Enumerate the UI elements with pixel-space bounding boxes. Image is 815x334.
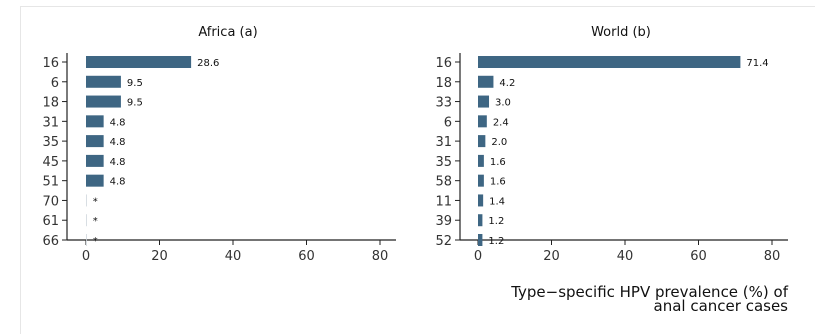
y-tick-label: 52 bbox=[435, 234, 452, 249]
bar bbox=[478, 194, 484, 207]
bar bbox=[478, 56, 741, 68]
bar-data-label: * bbox=[93, 216, 98, 227]
bar bbox=[86, 194, 87, 207]
y-tick-label: 31 bbox=[42, 115, 59, 130]
bar bbox=[478, 115, 487, 128]
bar bbox=[478, 135, 486, 148]
x-tick-label: 40 bbox=[617, 249, 634, 264]
x-tick-label: 80 bbox=[372, 249, 389, 264]
y-tick-label: 35 bbox=[42, 135, 59, 150]
bar bbox=[478, 214, 483, 227]
x-tick-label: 60 bbox=[690, 249, 707, 264]
bar-data-label: 1.4 bbox=[489, 196, 505, 207]
x-tick-label: 40 bbox=[225, 249, 242, 264]
y-tick-label: 35 bbox=[435, 155, 452, 170]
x-tick-label: 20 bbox=[151, 249, 168, 264]
y-tick-label: 6 bbox=[444, 115, 452, 130]
bar bbox=[86, 56, 192, 68]
bar bbox=[478, 154, 484, 167]
x-tick-label: 20 bbox=[543, 249, 560, 264]
bar-data-label: 4.2 bbox=[499, 78, 515, 89]
y-tick-label: 11 bbox=[435, 194, 452, 209]
bar-data-label: 1.2 bbox=[488, 216, 504, 227]
bar-data-label: 2.4 bbox=[493, 117, 509, 128]
y-tick-label: 18 bbox=[435, 76, 452, 91]
y-tick-label: 58 bbox=[435, 175, 452, 190]
bar bbox=[86, 115, 104, 128]
y-tick-label: 51 bbox=[42, 175, 59, 190]
bar bbox=[86, 214, 87, 227]
x-tick-label: 0 bbox=[82, 249, 90, 264]
bar bbox=[478, 95, 490, 108]
bar-data-label: 4.8 bbox=[110, 177, 126, 188]
y-tick-label: 45 bbox=[42, 155, 59, 170]
y-tick-label: 70 bbox=[42, 194, 59, 209]
bar-data-label: 2.0 bbox=[491, 137, 507, 148]
bar-data-label: 28.6 bbox=[197, 58, 219, 69]
x-axis-label-line-2: anal cancer cases bbox=[653, 297, 788, 315]
chart-panel-1: Africa (a) 0 20 40 60 80 16 28.6 6 9.5 18 9.5 31 4.8 3… bbox=[42, 25, 396, 264]
y-tick-label: 33 bbox=[435, 96, 452, 111]
bar-data-label: * bbox=[93, 196, 98, 207]
bar-data-label: 1.6 bbox=[490, 157, 506, 168]
y-tick-label: 66 bbox=[42, 234, 59, 249]
y-tick-label: 39 bbox=[435, 214, 452, 229]
bar bbox=[86, 135, 104, 148]
bar-data-label: 1.2 bbox=[488, 236, 504, 247]
bar-data-label: 4.8 bbox=[110, 117, 126, 128]
chart-title: Africa (a) bbox=[198, 25, 257, 40]
bar-data-label: 4.8 bbox=[110, 157, 126, 168]
bar bbox=[86, 75, 121, 88]
y-tick-label: 18 bbox=[42, 96, 59, 111]
figure-frame bbox=[20, 6, 815, 334]
y-tick-label: 16 bbox=[435, 56, 452, 71]
y-tick-label: 31 bbox=[435, 135, 452, 150]
y-tick-label: 16 bbox=[42, 56, 59, 71]
x-tick-label: 60 bbox=[298, 249, 315, 264]
bar-data-label: 1.6 bbox=[490, 177, 506, 188]
bar-data-label: * bbox=[93, 236, 98, 247]
bar bbox=[478, 75, 494, 88]
y-tick-label: 6 bbox=[51, 76, 59, 91]
shared-x-axis-label: Type−specific HPV prevalence (%) of anal… bbox=[511, 283, 788, 315]
chart-title: World (b) bbox=[591, 25, 651, 40]
x-tick-label: 80 bbox=[764, 249, 781, 264]
bar-data-label: 9.5 bbox=[127, 98, 143, 109]
chart-panel-2: World (b) 0 20 40 60 80 16 71.4 18 4.2 33 3.0 6 2.4 31… bbox=[435, 25, 788, 264]
bar bbox=[86, 174, 104, 187]
bar bbox=[86, 95, 121, 108]
bar-data-label: 9.5 bbox=[127, 78, 143, 89]
bar bbox=[86, 154, 104, 167]
bar bbox=[86, 234, 87, 246]
bar bbox=[478, 174, 484, 187]
bar-data-label: 4.8 bbox=[110, 137, 126, 148]
y-tick-label: 61 bbox=[42, 214, 59, 229]
x-axis-label-line-1: Type−specific HPV prevalence (%) of bbox=[511, 283, 788, 301]
x-tick-label: 0 bbox=[474, 249, 482, 264]
bar-data-label: 71.4 bbox=[746, 58, 768, 69]
bar bbox=[478, 234, 483, 246]
bar-data-label: 3.0 bbox=[495, 98, 511, 109]
